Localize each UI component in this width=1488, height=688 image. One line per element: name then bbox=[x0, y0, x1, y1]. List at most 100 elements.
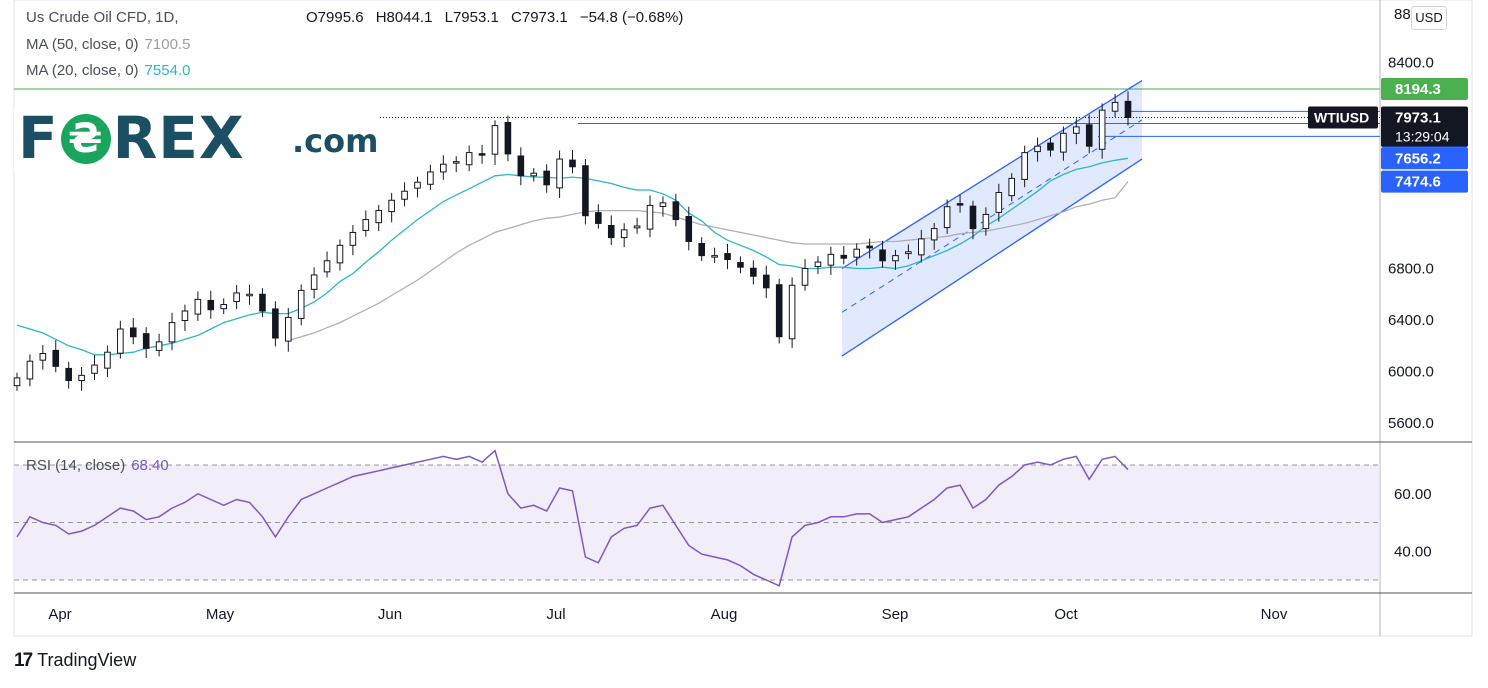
candle bbox=[129, 327, 137, 338]
price-tag-label: 8194.3 bbox=[1395, 81, 1441, 98]
channel-mid bbox=[841, 119, 1143, 313]
rsi-tick-label: 60.00 bbox=[1394, 486, 1432, 503]
candle bbox=[1008, 177, 1016, 197]
candle bbox=[879, 249, 886, 262]
candle bbox=[1111, 101, 1119, 112]
rsi-line bbox=[16, 449, 1129, 587]
ohlc-close: C7973.1 bbox=[511, 9, 568, 26]
ohlc-change: −54.8 (−0.68%) bbox=[579, 9, 684, 26]
price-tick-label: 5600.0 bbox=[1388, 415, 1434, 432]
candle bbox=[1124, 100, 1132, 118]
price-tag bbox=[1381, 147, 1468, 170]
candle bbox=[530, 172, 538, 177]
rsi-legend[interactable]: RSI (14, close) 68.40 bbox=[26, 457, 169, 474]
tradingview-logo[interactable]: 17 TradingView bbox=[14, 650, 137, 671]
ohlc-open: O7995.6 bbox=[306, 9, 364, 26]
price-tick-label: 88 bbox=[1394, 6, 1411, 23]
candle bbox=[905, 251, 912, 255]
candle bbox=[646, 204, 654, 230]
rsi-tick-label: 40.00 bbox=[1394, 543, 1432, 560]
channel-fill bbox=[842, 80, 1142, 357]
symbol-tag bbox=[1308, 106, 1378, 129]
candle bbox=[556, 158, 563, 189]
candle bbox=[13, 377, 21, 387]
candle bbox=[698, 243, 705, 257]
candle bbox=[65, 367, 72, 382]
candle bbox=[181, 310, 189, 322]
price-tag-label: 7656.2 bbox=[1395, 150, 1441, 167]
candle bbox=[633, 225, 641, 229]
candle bbox=[414, 181, 421, 189]
candle bbox=[52, 349, 60, 367]
candle bbox=[1060, 132, 1067, 153]
candle bbox=[452, 161, 460, 164]
time-tick-label: May bbox=[206, 606, 235, 623]
ohlc-low: L7953.1 bbox=[444, 9, 499, 26]
candle bbox=[620, 229, 628, 239]
candle bbox=[1073, 126, 1080, 134]
candle bbox=[401, 190, 408, 200]
ma50-legend[interactable]: MA (50, close, 0) 7100.5 bbox=[26, 36, 191, 53]
candle bbox=[956, 203, 964, 206]
price-tag-label: 7474.6 bbox=[1395, 174, 1441, 191]
ohlc-high: H8044.1 bbox=[375, 9, 433, 26]
price-tag bbox=[1381, 77, 1468, 100]
candle bbox=[1047, 142, 1054, 151]
candle bbox=[982, 213, 990, 230]
candle bbox=[775, 284, 783, 338]
ma20-legend[interactable]: MA (20, close, 0) 7554.0 bbox=[26, 62, 191, 79]
candle bbox=[246, 293, 253, 297]
time-tick-label: Aug bbox=[711, 606, 738, 623]
last-price-tag bbox=[1381, 106, 1468, 147]
price-tick-label: 6000.0 bbox=[1388, 364, 1434, 381]
candle bbox=[388, 199, 395, 213]
candle bbox=[517, 155, 525, 177]
candle bbox=[478, 153, 486, 156]
candle bbox=[78, 374, 85, 382]
candle bbox=[168, 322, 176, 343]
price-tick-label: 8400.0 bbox=[1388, 55, 1434, 72]
candle bbox=[220, 304, 227, 310]
time-tick-label: Jun bbox=[378, 606, 402, 623]
candle bbox=[427, 171, 434, 185]
time-tick-label: Apr bbox=[48, 606, 71, 623]
candle bbox=[284, 316, 292, 342]
candle bbox=[659, 202, 667, 207]
countdown-label: 13:29:04 bbox=[1395, 128, 1450, 144]
candle bbox=[233, 292, 240, 302]
time-tick-label: Sep bbox=[882, 606, 909, 623]
candle bbox=[297, 289, 305, 319]
candle bbox=[142, 333, 150, 349]
candle bbox=[943, 206, 951, 229]
candle bbox=[194, 298, 202, 315]
candle bbox=[607, 224, 615, 239]
candle bbox=[207, 299, 215, 311]
candle bbox=[91, 364, 98, 374]
tradingview-mark-icon: 17 bbox=[14, 650, 33, 671]
candle bbox=[569, 159, 576, 168]
channel-lower bbox=[841, 158, 1143, 357]
candle bbox=[1021, 152, 1028, 180]
candle bbox=[104, 351, 111, 369]
candle bbox=[930, 228, 938, 241]
candle bbox=[272, 308, 279, 339]
symbol-title: Us Crude Oil CFD, 1D, bbox=[26, 9, 179, 26]
candle bbox=[504, 121, 512, 155]
price-tag bbox=[1381, 170, 1468, 193]
candle bbox=[491, 125, 499, 155]
candle bbox=[995, 192, 1003, 213]
candle bbox=[685, 215, 693, 242]
candle bbox=[465, 152, 473, 166]
candle bbox=[1098, 109, 1106, 150]
candle bbox=[362, 219, 370, 231]
candle bbox=[582, 165, 589, 217]
candle bbox=[155, 341, 163, 351]
candle bbox=[672, 201, 680, 221]
candle bbox=[724, 253, 731, 260]
symbol-tag-label: WTIUSD bbox=[1314, 109, 1369, 125]
ma20-line bbox=[16, 157, 1129, 356]
currency-button[interactable]: USD bbox=[1411, 6, 1447, 30]
candle bbox=[840, 254, 848, 259]
candle bbox=[750, 267, 757, 277]
